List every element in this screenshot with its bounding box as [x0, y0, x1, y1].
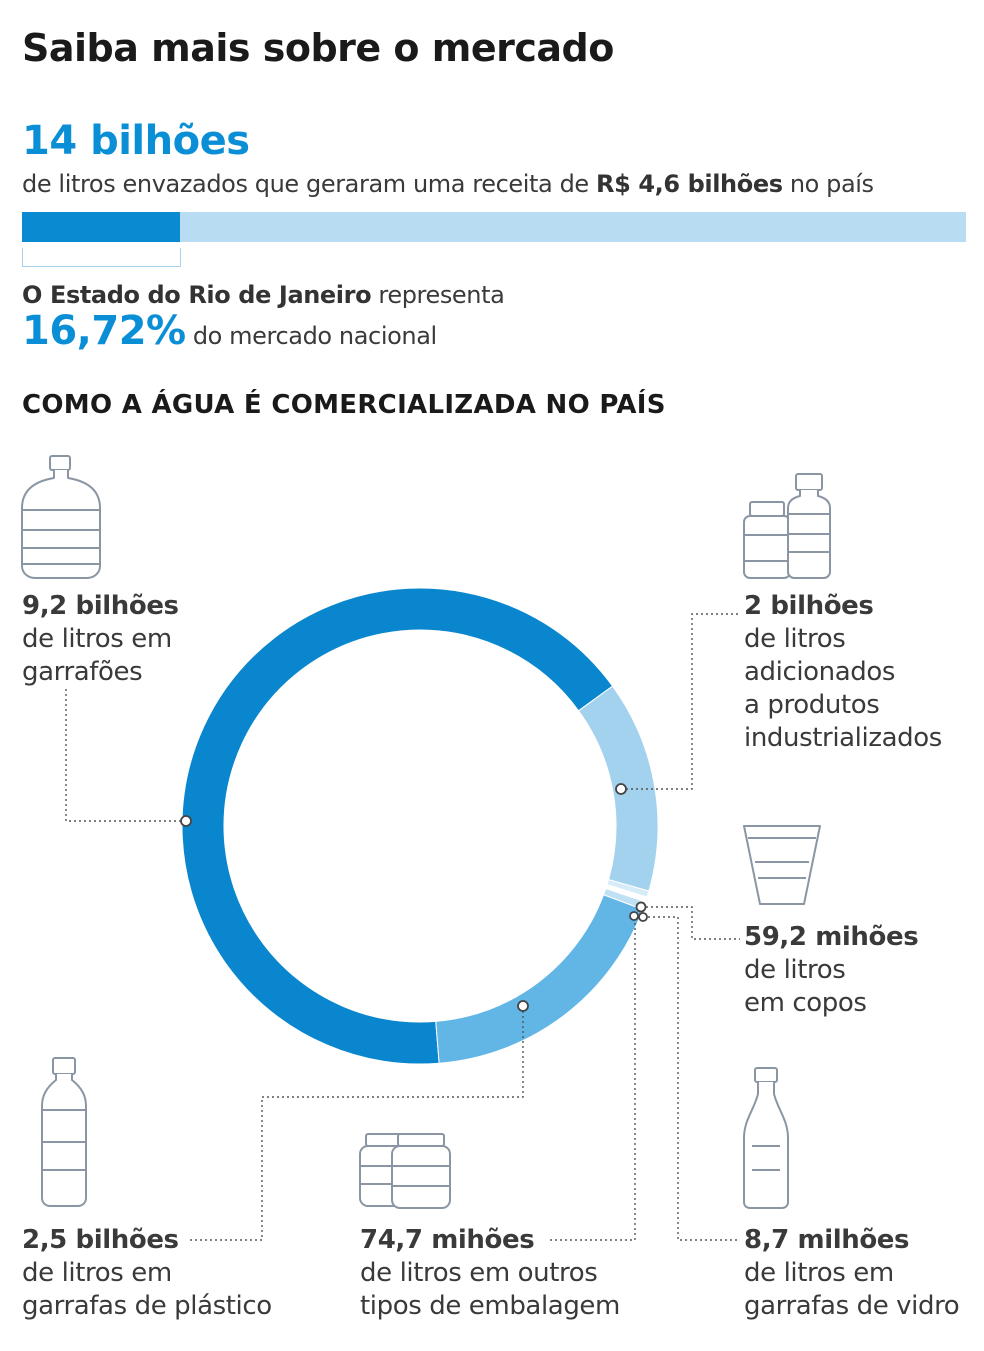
label-outros-desc-1: de litros em outros — [360, 1258, 598, 1288]
total-desc-post: no país — [782, 170, 874, 198]
label-copos-value: 59,2 mihões — [744, 922, 919, 952]
dot-garrafoes — [180, 815, 192, 827]
label-plastico-desc-1: de litros em — [22, 1258, 172, 1288]
leader-plastico — [190, 1006, 524, 1241]
label-plastico: 2,5 bilhões de litros em garrafas de plá… — [22, 1224, 272, 1323]
products-bottles-icon — [743, 473, 831, 579]
glass-bottle-icon — [743, 1067, 789, 1209]
rio-share-line: O Estado do Rio de Janeiro representa — [22, 281, 505, 309]
total-desc-pre: de litros envazados que geraram uma rece… — [22, 170, 597, 198]
rio-pct-value: 16,72% — [22, 308, 186, 354]
label-garrafoes-desc-1: de litros em — [22, 624, 172, 654]
dot-produtos — [615, 783, 627, 795]
total-liters-value: 14 bilhões — [22, 118, 250, 164]
label-produtos: 2 bilhões de litros adicionados a produt… — [744, 590, 942, 755]
label-vidro: 8,7 milhões de litros em garrafas de vid… — [744, 1224, 960, 1323]
page-title: Saiba mais sobre o mercado — [22, 26, 614, 70]
rio-pct-text: do mercado nacional — [185, 322, 437, 350]
dot-plastico — [517, 1000, 529, 1012]
section-title: COMO A ÁGUA É COMERCIALIZADA NO PAÍS — [22, 390, 666, 420]
label-plastico-desc-2: garrafas de plástico — [22, 1291, 272, 1321]
leader-vidro — [643, 916, 740, 1241]
market-share-bracket — [22, 248, 181, 267]
label-plastico-value: 2,5 bilhões — [22, 1225, 179, 1255]
label-produtos-desc-1: de litros — [744, 624, 846, 654]
dot-outros — [629, 911, 639, 921]
label-copos-desc-2: em copos — [744, 988, 867, 1018]
label-garrafoes: 9,2 bilhões de litros em garrafões — [22, 590, 179, 689]
donut-slices — [181, 587, 659, 1065]
label-vidro-desc-1: de litros em — [744, 1258, 894, 1288]
label-vidro-desc-2: garrafas de vidro — [744, 1291, 960, 1321]
slice-plastico — [435, 894, 644, 1064]
leader-garrafoes — [65, 688, 186, 822]
rio-represents: representa — [371, 281, 505, 309]
label-produtos-value: 2 bilhões — [744, 591, 874, 621]
leader-copos — [641, 906, 740, 940]
water-jug-icon — [21, 455, 101, 579]
label-produtos-desc-4: industrializados — [744, 723, 942, 753]
dot-vidro — [638, 912, 648, 922]
leader-outros — [550, 918, 636, 1241]
total-liters-description: de litros envazados que geraram uma rece… — [22, 170, 874, 198]
label-produtos-desc-2: adicionados — [744, 657, 896, 687]
label-outros-value: 74,7 mihões — [360, 1225, 535, 1255]
label-produtos-desc-3: a produtos — [744, 690, 880, 720]
label-copos-desc-1: de litros — [744, 955, 846, 985]
dot-copos — [635, 901, 647, 913]
revenue-value: R$ 4,6 bilhões — [596, 170, 783, 198]
rio-state-label: O Estado do Rio de Janeiro — [22, 281, 372, 309]
leader-dots — [180, 783, 648, 1012]
rio-pct-line: 16,72% do mercado nacional — [22, 308, 437, 354]
cup-icon — [743, 825, 821, 905]
label-copos: 59,2 mihões de litros em copos — [744, 921, 919, 1020]
market-share-bar-fill — [22, 212, 180, 242]
jars-icon — [359, 1133, 451, 1209]
label-vidro-value: 8,7 milhões — [744, 1225, 910, 1255]
leader-lines — [65, 613, 740, 1241]
label-garrafoes-desc-2: garrafões — [22, 657, 143, 687]
plastic-bottle-icon — [41, 1057, 87, 1207]
label-garrafoes-value: 9,2 bilhões — [22, 591, 179, 621]
label-outros: 74,7 mihões de litros em outros tipos de… — [360, 1224, 620, 1323]
leader-produtos — [621, 613, 740, 790]
slice-garrafoes — [181, 587, 614, 1065]
label-outros-desc-2: tipos de embalagem — [360, 1291, 620, 1321]
